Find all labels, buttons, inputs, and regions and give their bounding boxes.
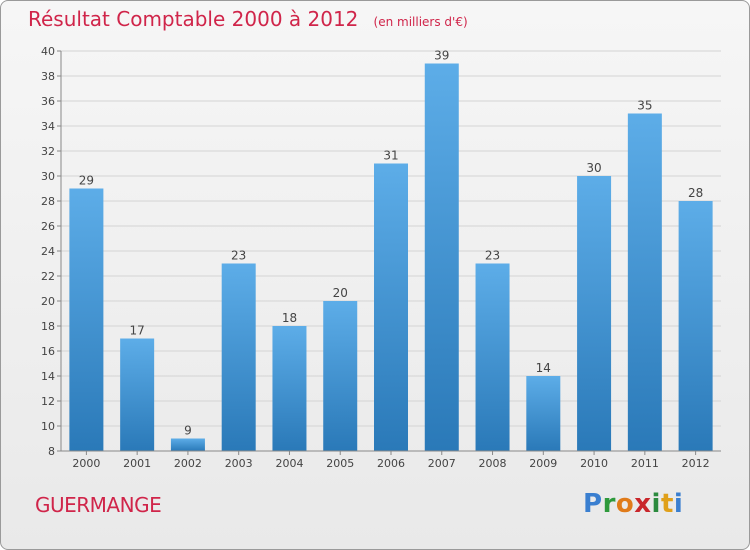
value-label-2008: 23 bbox=[485, 249, 500, 263]
value-label-2012: 28 bbox=[688, 186, 703, 200]
x-tick-label-2007: 2007 bbox=[428, 457, 456, 470]
y-tick-label: 8 bbox=[48, 445, 55, 458]
x-tick-label-2010: 2010 bbox=[580, 457, 608, 470]
y-tick-label: 24 bbox=[41, 245, 55, 258]
value-label-2006: 31 bbox=[383, 149, 398, 163]
x-tick-label-2008: 2008 bbox=[479, 457, 507, 470]
x-tick-label-2012: 2012 bbox=[682, 457, 710, 470]
x-tick-label-2011: 2011 bbox=[631, 457, 659, 470]
bar-2003 bbox=[221, 263, 256, 451]
logo-letter: P bbox=[583, 489, 603, 519]
value-label-2000: 29 bbox=[79, 174, 94, 188]
logo-letter: r bbox=[602, 489, 616, 519]
x-tick-label-2005: 2005 bbox=[326, 457, 354, 470]
y-tick-label: 10 bbox=[41, 420, 55, 433]
bar-2006 bbox=[374, 163, 408, 451]
logo-letter: o bbox=[615, 489, 635, 519]
y-tick-label: 12 bbox=[41, 395, 55, 408]
axes: 8 10 12 14 16 18 20 22 24 26 28 30 32 34 36 38 40 2000 200… bbox=[41, 45, 721, 470]
value-label-2011: 35 bbox=[637, 99, 652, 113]
chart-title: Résultat Comptable 2000 à 2012 bbox=[28, 7, 359, 31]
bar-2004 bbox=[272, 326, 307, 451]
bar-2007 bbox=[424, 63, 459, 451]
value-label-2003: 23 bbox=[231, 249, 246, 263]
y-tick-label: 28 bbox=[41, 195, 55, 208]
y-tick-label: 30 bbox=[41, 170, 55, 183]
y-tick-label: 38 bbox=[41, 70, 55, 83]
bar-2001 bbox=[120, 338, 155, 451]
logo-letter: i bbox=[673, 489, 684, 519]
logo-letter: t bbox=[660, 489, 674, 519]
bar-2008 bbox=[475, 263, 510, 451]
value-label-2001: 17 bbox=[130, 324, 145, 338]
commune-name: GUERMANGE bbox=[35, 493, 162, 517]
y-tick-label: 16 bbox=[41, 345, 55, 358]
x-tick-label-2000: 2000 bbox=[72, 457, 100, 470]
value-label-2009: 14 bbox=[536, 361, 551, 375]
x-tick-label-2001: 2001 bbox=[123, 457, 151, 470]
bar-2002 bbox=[170, 438, 205, 451]
chart-subtitle: (en milliers d'€) bbox=[373, 15, 468, 29]
value-label-2004: 18 bbox=[282, 311, 297, 325]
bars: 29 17 9 23 18 20 31 39 23 14 30 35 28 bbox=[69, 49, 713, 451]
y-tick-label: 40 bbox=[41, 45, 55, 58]
x-tick-label-2003: 2003 bbox=[225, 457, 253, 470]
y-tick-label: 22 bbox=[41, 270, 55, 283]
y-tick-label: 14 bbox=[41, 370, 55, 383]
bar-2009 bbox=[526, 376, 561, 451]
x-tick-label-2004: 2004 bbox=[275, 457, 303, 470]
y-tick-label: 18 bbox=[41, 320, 55, 333]
y-tick-label: 26 bbox=[41, 220, 55, 233]
proxiti-logo: Proxiti bbox=[583, 489, 683, 519]
bar-2005 bbox=[323, 301, 358, 451]
x-tick-label-2009: 2009 bbox=[529, 457, 557, 470]
value-label-2005: 20 bbox=[333, 286, 348, 300]
y-tick-label: 20 bbox=[41, 295, 55, 308]
value-label-2007: 39 bbox=[434, 49, 449, 63]
bar-2011 bbox=[627, 113, 662, 451]
value-label-2002: 9 bbox=[184, 424, 192, 438]
bar-2010 bbox=[577, 176, 612, 451]
y-tick-label: 32 bbox=[41, 145, 55, 158]
bar-2012 bbox=[678, 201, 713, 451]
title-row: Résultat Comptable 2000 à 2012 (en milli… bbox=[28, 7, 468, 31]
x-tick-label-2002: 2002 bbox=[174, 457, 202, 470]
bar-2000 bbox=[69, 188, 104, 451]
logo-letter: x bbox=[634, 489, 652, 519]
value-label-2010: 30 bbox=[586, 161, 601, 175]
y-tick-label: 34 bbox=[41, 120, 55, 133]
y-tick-label: 36 bbox=[41, 95, 55, 108]
logo-letter: i bbox=[651, 489, 661, 519]
x-tick-label-2006: 2006 bbox=[377, 457, 405, 470]
